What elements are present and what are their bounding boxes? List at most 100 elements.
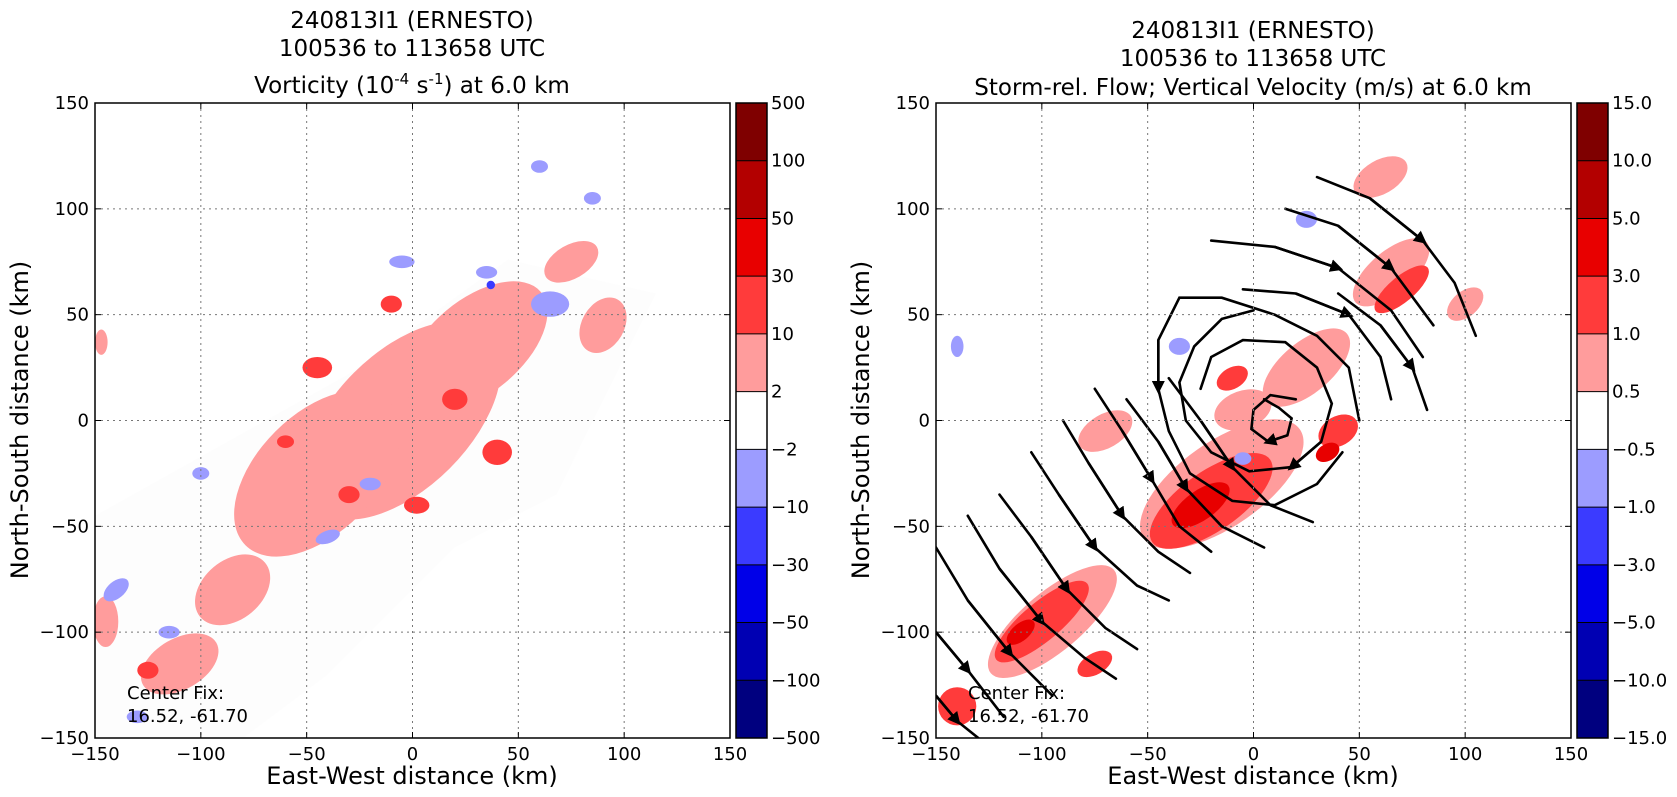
y-tick-label: −50	[51, 516, 89, 537]
contour-patch-6	[1214, 389, 1272, 431]
colorbar-segment-4	[736, 333, 767, 393]
colorbar-label: 0.5	[1612, 382, 1641, 403]
vorticity-panel: 240813I1 (ERNESTO) 100536 to 113658 UTC …	[6, 8, 820, 790]
title-var-pre: Vorticity (10	[254, 73, 394, 99]
colorbar-label: −500	[771, 728, 820, 749]
y-tick-label: 0	[919, 411, 930, 432]
title-line-3: Vorticity (10-4 s-1) at 6.0 km	[254, 70, 570, 99]
contour-patch-5	[1353, 156, 1408, 198]
colorbar-segment-0	[1577, 103, 1608, 162]
y-ticks: −150 −100 −50 0 50 100 150	[40, 93, 730, 749]
x-tick-label: −100	[176, 744, 225, 765]
title-line-1: 240813I1 (ERNESTO)	[290, 8, 533, 34]
streamline-arrow-9	[1087, 462, 1126, 521]
title-var-post: ) at 6.0 km	[444, 73, 570, 99]
colorbar-label: −0.5	[1612, 439, 1656, 460]
y-tick-label: −50	[892, 516, 930, 537]
x-tick-label: 100	[1448, 744, 1482, 765]
x-ticks: −150 −100 −50 0 50 100 150	[70, 103, 747, 765]
x-ticks: −150 −100 −50 0 50 100 150	[911, 103, 1588, 765]
contour-patch-22	[315, 529, 340, 545]
colorbar-segment-7	[736, 507, 767, 566]
contour-patch-27	[476, 266, 498, 279]
colorbar-label: −10.0	[1612, 670, 1667, 691]
y-tick-label: −150	[881, 728, 930, 749]
colorbar-segment-2	[1577, 218, 1608, 277]
contour-patch-28	[486, 280, 495, 290]
colorbar-label: −1.0	[1612, 497, 1656, 518]
colorbar-label: −10	[771, 497, 809, 518]
title-line-1: 240813I1 (ERNESTO)	[1131, 18, 1374, 44]
x-tick-label: 0	[1248, 744, 1259, 765]
colorbar-frame	[735, 102, 768, 739]
y-tick-label: 50	[907, 305, 930, 326]
contour-patch-7	[1447, 287, 1484, 321]
title-line-2: 100536 to 113658 UTC	[279, 36, 545, 62]
colorbar-label: 3.0	[1612, 266, 1641, 287]
contour-patch-8	[95, 329, 108, 355]
colorbar-label: 2	[771, 382, 782, 403]
streamline-arrow-6	[1369, 197, 1427, 244]
contour-patch-4	[140, 633, 219, 695]
colorbar-label: −15.0	[1612, 728, 1667, 749]
streamline-arrow-16	[1157, 441, 1189, 493]
colorbar-label: 10	[771, 324, 794, 345]
y-tick-label: 150	[55, 93, 89, 114]
colorbar-label: −100	[771, 670, 820, 691]
x-tick-label: 100	[607, 744, 641, 765]
contour-patch-17	[531, 291, 570, 317]
contour-patch-16	[1315, 442, 1340, 463]
streamline-arrow-17	[1199, 419, 1236, 472]
contour-patch-12	[482, 439, 512, 465]
colorbar-label: 30	[771, 266, 794, 287]
x-tick-label: 0	[407, 744, 418, 765]
y-ticks: −150 −100 −50 0 50 100 150	[881, 93, 1571, 749]
colorbar-segment-6	[736, 449, 767, 508]
streamline-arrow-14	[936, 631, 972, 675]
grid	[95, 103, 730, 738]
contour-patch-4	[1078, 410, 1133, 452]
streamline-arrow-7	[1379, 324, 1416, 372]
x-tick-label: 50	[507, 744, 530, 765]
colorbar-label: 100	[771, 151, 805, 172]
contour-patch-19	[583, 192, 601, 205]
streamline-arrow-11	[1030, 536, 1071, 595]
title-line-2: 100536 to 113658 UTC	[1120, 46, 1386, 72]
colorbar-segment-9	[736, 622, 767, 681]
colorbar-segment-3	[1577, 276, 1608, 335]
y-tick-label: 50	[66, 305, 89, 326]
contour-patch-23	[103, 578, 129, 602]
contour-patch-14	[380, 295, 402, 313]
colorbar-label: 5.0	[1612, 208, 1641, 229]
colorbar-segment-4	[1577, 333, 1608, 393]
contour-patch-16	[277, 435, 294, 449]
x-tick-label: −100	[1017, 744, 1066, 765]
contour-patch-7	[95, 596, 119, 647]
streamline-arrow-0	[1263, 433, 1288, 446]
colorbar-label: 15.0	[1612, 93, 1652, 114]
streamline-arrow-12	[998, 567, 1046, 626]
contour-patch-9	[302, 357, 333, 379]
storm-relative-streamlines	[936, 175, 1478, 738]
y-tick-label: 100	[896, 199, 930, 220]
contour-patch-26	[359, 477, 381, 491]
contour-patch-21	[950, 335, 964, 357]
x-tick-label: 150	[713, 744, 747, 765]
colorbar-label: −50	[771, 613, 809, 634]
streamline-arrow-4	[1274, 245, 1344, 272]
contour-patch-2	[404, 281, 548, 412]
colorbar-segment-8	[1577, 564, 1608, 624]
colorbar-label: −5.0	[1612, 613, 1656, 634]
x-tick-label: −50	[288, 744, 326, 765]
colorbar-segment-3	[736, 276, 767, 335]
y-tick-label: −100	[40, 622, 89, 643]
streamline-arrow-13	[966, 599, 1014, 658]
y-axis-label: North-South distance (km)	[847, 261, 875, 580]
vertical-velocity-colorbar: 15.0 10.0 5.0 3.0 1.0 0.5 −0.5 −1.0 −3.0 −5.0 −10.…	[1576, 93, 1667, 749]
vorticity-colorbar: 500 100 50 30 10 2 −2 −10 −30 −50 −100 −500	[735, 93, 820, 749]
title-var-sup2: -1	[429, 70, 444, 88]
contour-patch-25	[126, 710, 148, 724]
y-tick-label: 100	[55, 199, 89, 220]
contour-patch-18	[389, 255, 415, 269]
contour-patch-1	[234, 390, 401, 557]
